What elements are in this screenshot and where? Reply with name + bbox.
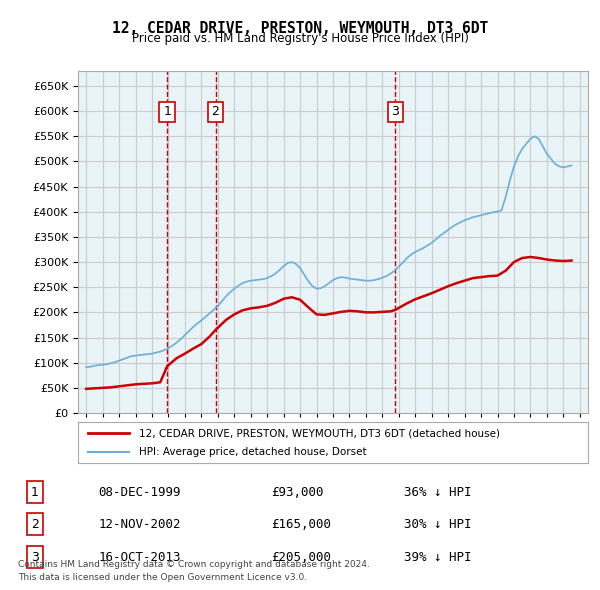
Text: Contains HM Land Registry data © Crown copyright and database right 2024.: Contains HM Land Registry data © Crown c… xyxy=(18,560,370,569)
Text: 12, CEDAR DRIVE, PRESTON, WEYMOUTH, DT3 6DT (detached house): 12, CEDAR DRIVE, PRESTON, WEYMOUTH, DT3 … xyxy=(139,428,500,438)
Text: 36% ↓ HPI: 36% ↓ HPI xyxy=(404,486,471,499)
Text: £165,000: £165,000 xyxy=(271,517,331,530)
Text: 1: 1 xyxy=(31,486,39,499)
Text: 3: 3 xyxy=(391,106,399,119)
Text: 1: 1 xyxy=(163,106,171,119)
Text: 2: 2 xyxy=(212,106,220,119)
Text: 30% ↓ HPI: 30% ↓ HPI xyxy=(404,517,471,530)
Text: This data is licensed under the Open Government Licence v3.0.: This data is licensed under the Open Gov… xyxy=(18,573,307,582)
Text: HPI: Average price, detached house, Dorset: HPI: Average price, detached house, Dors… xyxy=(139,447,367,457)
Text: Price paid vs. HM Land Registry's House Price Index (HPI): Price paid vs. HM Land Registry's House … xyxy=(131,32,469,45)
Text: 12-NOV-2002: 12-NOV-2002 xyxy=(98,517,181,530)
Text: £93,000: £93,000 xyxy=(271,486,324,499)
Text: 3: 3 xyxy=(31,550,39,564)
Text: £205,000: £205,000 xyxy=(271,550,331,564)
Text: 12, CEDAR DRIVE, PRESTON, WEYMOUTH, DT3 6DT: 12, CEDAR DRIVE, PRESTON, WEYMOUTH, DT3 … xyxy=(112,21,488,35)
Text: 08-DEC-1999: 08-DEC-1999 xyxy=(98,486,181,499)
Text: 39% ↓ HPI: 39% ↓ HPI xyxy=(404,550,471,564)
Text: 2: 2 xyxy=(31,517,39,530)
Text: 16-OCT-2013: 16-OCT-2013 xyxy=(98,550,181,564)
